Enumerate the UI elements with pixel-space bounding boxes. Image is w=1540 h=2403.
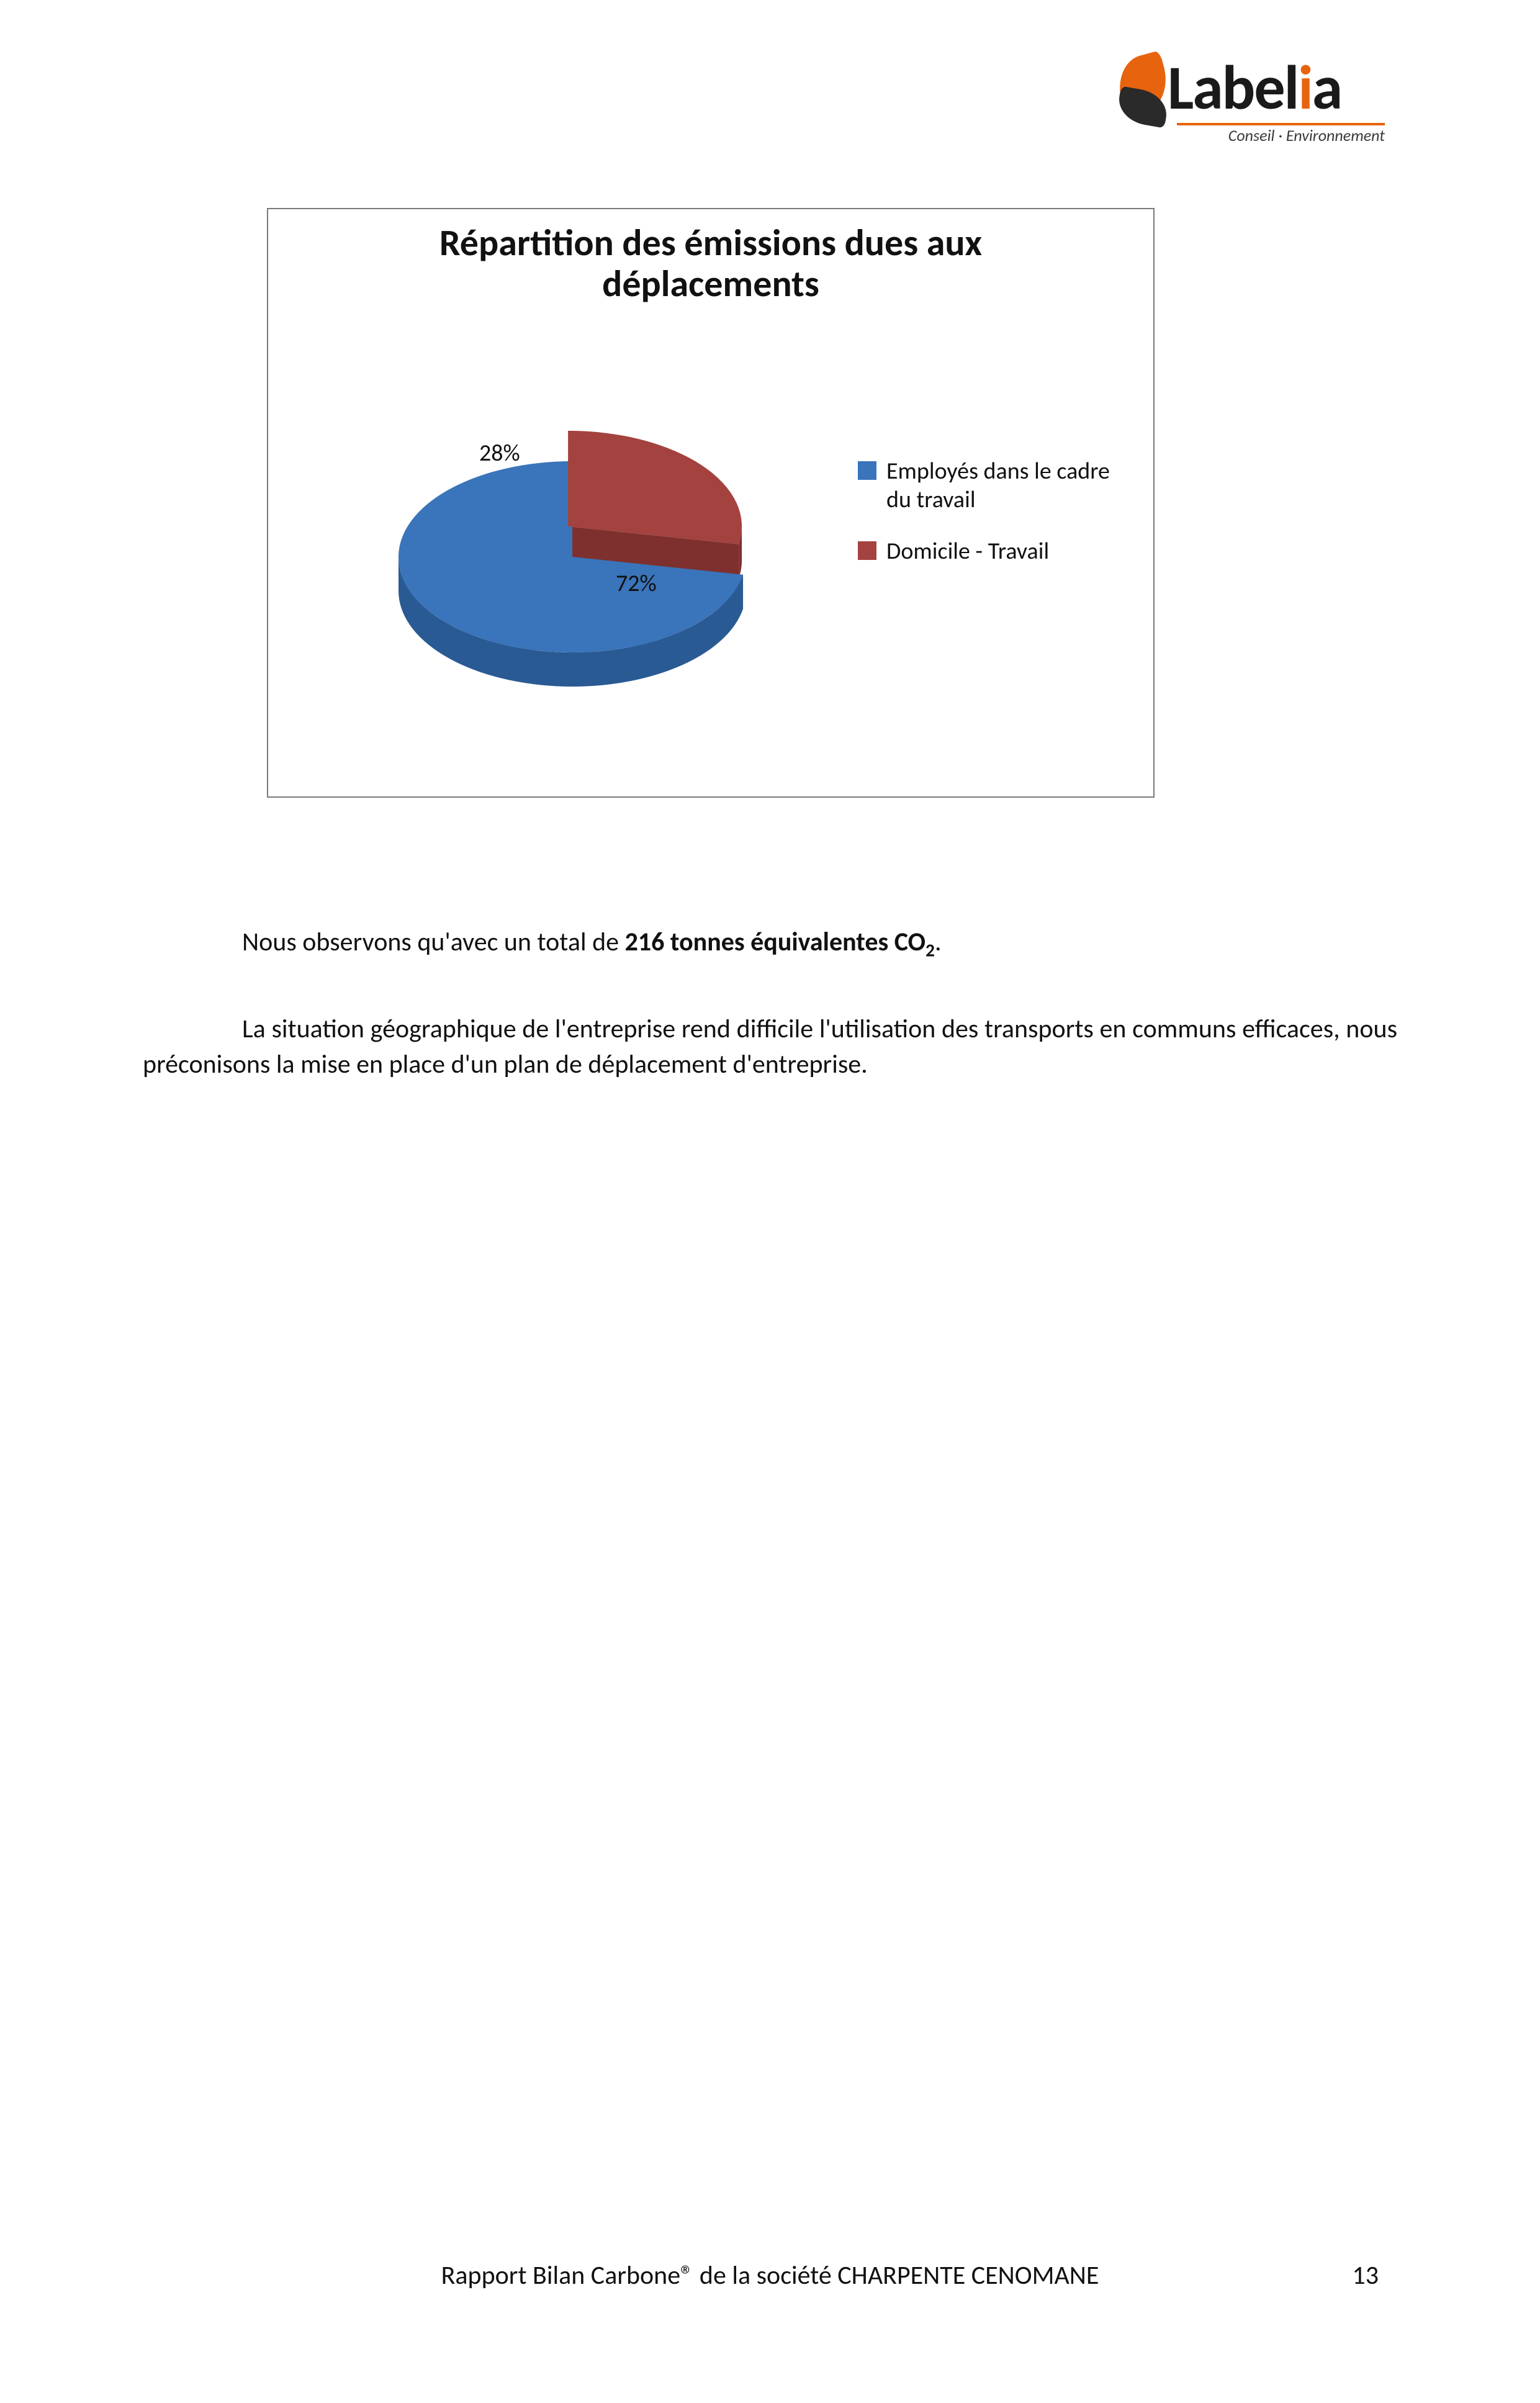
logo-accent-letter: i — [1298, 50, 1312, 125]
legend-swatch-domicile-icon — [858, 541, 876, 560]
page-footer: Rapport Bilan Carbone® de la société CHA… — [0, 2260, 1540, 2291]
legend-item-domicile: Domicile - Travail — [858, 538, 1131, 566]
chart-title: Répartition des émissions dues aux dépla… — [268, 209, 1153, 305]
p1-pre: Nous observons qu'avec un total de — [242, 926, 625, 958]
legend-label-domicile: Domicile - Travail — [886, 538, 1049, 566]
logo-wordmark: Labelia — [1168, 50, 1341, 125]
slice-label-employes: 72% — [616, 569, 657, 598]
p1-subscript: 2 — [925, 939, 935, 961]
chart-title-line1: Répartition des émissions dues aux — [268, 223, 1153, 264]
chart-title-line2: déplacements — [268, 264, 1153, 305]
logo-subtitle: Conseil · Environnement — [1177, 125, 1385, 145]
p1-post: . — [935, 926, 942, 958]
footer-title: Rapport Bilan Carbone® de la société CHA… — [0, 2260, 1540, 2291]
legend-item-employes: Employés dans le cadre du travail — [858, 458, 1131, 514]
footer-page-number: 13 — [1352, 2260, 1379, 2291]
slice-label-domicile: 28% — [479, 439, 520, 467]
logo: Labelia Conseil · Environnement — [1118, 56, 1391, 161]
paragraph-2: La situation géographique de l'entrepris… — [143, 1012, 1397, 1082]
pie-container: 28% 72% — [349, 371, 796, 718]
emissions-pie-chart: Répartition des émissions dues aux dépla… — [267, 208, 1155, 798]
logo-prefix: Label — [1168, 50, 1298, 125]
page: Labelia Conseil · Environnement Répartit… — [0, 0, 1540, 2403]
legend-swatch-employes-icon — [858, 461, 876, 480]
chart-legend: Employés dans le cadre du travail Domici… — [858, 458, 1131, 590]
logo-suffix: a — [1312, 50, 1341, 125]
p1-bold-text: 216 tonnes équivalentes CO — [625, 926, 925, 958]
pie-svg — [349, 371, 796, 718]
p1-bold: 216 tonnes équivalentes CO2 — [625, 926, 935, 958]
legend-label-employes: Employés dans le cadre du travail — [886, 458, 1131, 514]
paragraph-1: Nous observons qu'avec un total de 216 t… — [143, 925, 1397, 963]
